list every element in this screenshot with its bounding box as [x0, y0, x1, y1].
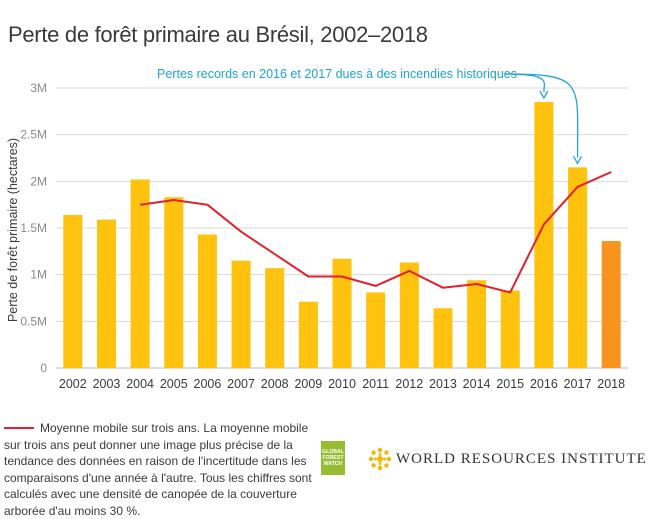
bar: [568, 167, 588, 368]
gfw-logo-word-1: GLOBAL: [322, 449, 344, 455]
annotation: Pertes records en 2016 et 2017 dues à de…: [157, 67, 583, 165]
legend-text: Moyenne mobile sur trois ans. La moyenne…: [4, 421, 312, 518]
bar: [231, 260, 251, 368]
x-tick-label: 2002: [59, 377, 87, 391]
bar: [197, 234, 217, 368]
gfw-logo-word-3: WATCH: [323, 461, 343, 467]
x-axis-ticks: 2002 2003 2004 2005 2006 2007 2008 2009 2010 2011…: [59, 377, 625, 391]
x-tick-label: 2008: [261, 377, 289, 391]
bar: [265, 268, 285, 368]
global-forest-watch-logo: GLOBAL FOREST WATCH: [321, 441, 345, 475]
x-tick-label: 2017: [564, 377, 592, 391]
bar: [399, 262, 419, 368]
chart-title: Perte de forêt primaire au Brésil, 2002–…: [8, 22, 428, 47]
x-tick-label: 2012: [395, 377, 423, 391]
bar: [467, 280, 487, 368]
x-tick-label: 2004: [126, 377, 154, 391]
y-tick-label: 1.5M: [20, 221, 47, 235]
annotation-arrow: [504, 73, 579, 158]
bar: [366, 292, 386, 368]
legend: Moyenne mobile sur trois ans. La moyenne…: [4, 420, 322, 519]
annotation-text: Pertes records en 2016 et 2017 dues à de…: [157, 67, 517, 81]
x-tick-label: 2006: [194, 377, 222, 391]
y-tick-label: 0.5M: [20, 314, 47, 328]
bar: [298, 301, 318, 368]
x-tick-label: 2009: [294, 377, 322, 391]
x-tick-label: 2015: [496, 377, 524, 391]
bar: [130, 179, 150, 368]
bar: [534, 102, 554, 368]
y-tick-label: 2M: [30, 174, 47, 188]
bar: [332, 258, 352, 368]
wri-logo-icon: [368, 447, 392, 471]
wri-logo-text: WORLD RESOURCES INSTITUTE: [396, 451, 647, 467]
annotation-arrowhead: [572, 156, 583, 165]
bars: [63, 102, 621, 368]
x-tick-label: 2007: [227, 377, 255, 391]
annotation-arrowhead: [539, 90, 549, 100]
bar: [433, 308, 453, 368]
bar: [164, 197, 184, 368]
moving-average-polyline: [139, 171, 612, 294]
x-tick-label: 2010: [328, 377, 356, 391]
chart-area: 0 0.5M 1M 1.5M 2M 2.5M 3M 2002 2003 2004 2005 2006…: [6, 67, 628, 391]
x-tick-label: 2013: [429, 377, 457, 391]
bar: [500, 290, 520, 368]
y-tick-label: 1M: [30, 268, 47, 282]
x-tick-label: 2005: [160, 377, 188, 391]
x-tick-label: 2014: [463, 377, 491, 391]
bar: [63, 214, 83, 368]
gfw-logo-word-2: FOREST: [322, 455, 344, 461]
legend-line-swatch: [4, 426, 34, 429]
moving-average-line: [139, 171, 612, 294]
y-axis-label: Perte de forêt primaire (hectares): [6, 138, 20, 322]
x-tick-label: 2018: [597, 377, 625, 391]
bar: [96, 219, 116, 368]
x-tick-label: 2011: [362, 377, 389, 391]
y-tick-label: 3M: [30, 81, 47, 95]
x-tick-label: 2003: [93, 377, 121, 391]
y-tick-label: 2.5M: [20, 128, 47, 142]
y-axis-ticks: 0 0.5M 1M 1.5M 2M 2.5M 3M: [20, 81, 47, 375]
y-tick-label: 0: [40, 361, 47, 375]
bar: [601, 241, 621, 368]
x-tick-label: 2016: [530, 377, 558, 391]
